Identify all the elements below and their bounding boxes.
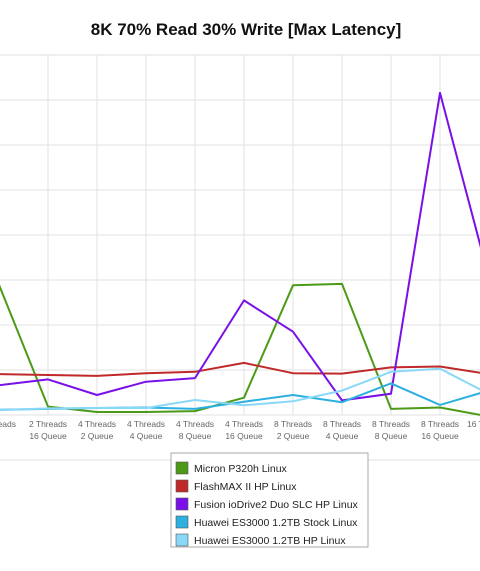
x-tick-label: 4 Queue — [326, 431, 359, 441]
x-tick-label: 4 Threads — [127, 419, 165, 429]
x-tick-label: 16 Queue — [421, 431, 459, 441]
series-line — [0, 367, 480, 412]
x-tick-label: 4 Threads — [225, 419, 263, 429]
legend-swatch — [175, 515, 189, 529]
legend-swatch — [175, 479, 189, 493]
x-tick-label: 8 Queue — [375, 431, 408, 441]
legend-swatch — [175, 497, 189, 511]
legend-label: Huawei ES3000 1.2TB HP Linux — [194, 535, 346, 547]
x-tick-label: 4 Threads — [78, 419, 116, 429]
x-tick-label: 8 Threads — [372, 419, 410, 429]
legend-label: FlashMAX II HP Linux — [194, 481, 297, 493]
x-tick-label: 8 Threads — [274, 419, 312, 429]
x-tick-label: 8 Threads — [421, 419, 459, 429]
chart-title: 8K 70% Read 30% Write [Max Latency] — [91, 20, 402, 39]
x-tick-label: Threads — [0, 419, 16, 429]
legend-swatch — [175, 533, 189, 547]
x-tick-label: 8 Queue — [179, 431, 212, 441]
legend: Micron P320h Linux FlashMAX II HP Linux Fu… — [170, 452, 369, 548]
x-tick-label: 2 Queue — [277, 431, 310, 441]
plot-grid — [0, 54, 480, 461]
x-tick-label: 8 Threads — [323, 419, 361, 429]
x-axis-ticks: Threads 2 Threads 16 Queue 4 Threads 2 Queue… — [0, 419, 480, 441]
legend-swatch — [175, 461, 189, 475]
series-line — [0, 91, 480, 402]
x-tick-label: 16 Queue — [29, 431, 67, 441]
x-tick-label: 4 Threads — [176, 419, 214, 429]
series-line — [0, 282, 480, 416]
x-tick-label: 16 Queue — [225, 431, 263, 441]
x-tick-label: 2 Queue — [81, 431, 114, 441]
x-tick-label: 4 Queue — [130, 431, 163, 441]
legend-label: Fusion ioDrive2 Duo SLC HP Linux — [194, 499, 359, 511]
x-tick-label: 2 Threads — [29, 419, 67, 429]
series-layer — [0, 91, 480, 416]
series-line — [0, 361, 480, 377]
legend-box — [170, 452, 369, 548]
x-tick-label: 16 T — [467, 419, 480, 429]
legend-label: Micron P320h Linux — [194, 463, 288, 475]
legend-label: Huawei ES3000 1.2TB Stock Linux — [194, 517, 358, 529]
